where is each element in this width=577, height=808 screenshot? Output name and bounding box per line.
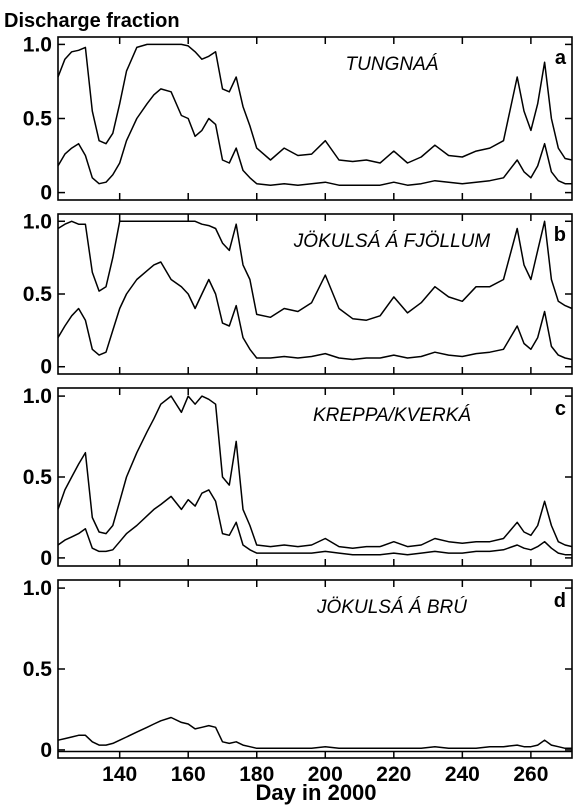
panel-letter-b: b — [554, 224, 566, 246]
panel-a: 0 0.5 1.0 TUNGNAÁ a — [23, 33, 573, 205]
x-tick-label-6: 260 — [513, 763, 548, 786]
y-tick-label-b-1: 0.5 — [23, 283, 53, 306]
panel-frame-c — [57, 387, 573, 567]
panel-frame-b — [57, 213, 573, 375]
y-tick-label-d-1: 0.5 — [23, 658, 53, 681]
panels-group: 0 0.5 1.0 TUNGNAÁ a 0 0.5 1.0 JÖKULSÁ Á FJÖLLUM b… — [23, 33, 573, 786]
panel-b: 0 0.5 1.0 JÖKULSÁ Á FJÖLLUM b — [23, 210, 573, 379]
river-name-b: JÖKULSÁ Á FJÖLLUM — [293, 231, 491, 252]
x-tick-label-4: 220 — [376, 763, 411, 786]
panel-letter-d: d — [554, 590, 566, 612]
y-tick-label-a-1: 0.5 — [23, 108, 53, 131]
x-tick-label-2: 180 — [239, 763, 274, 786]
x-tick-label-3: 200 — [308, 763, 343, 786]
series-line-a-2 — [57, 88, 572, 186]
y-tick-label-c-1: 0.5 — [23, 466, 53, 489]
y-tick-label-d-2: 1.0 — [23, 577, 52, 600]
panel-frame-d — [57, 579, 573, 759]
river-name-c: KREPPA/KVERKÁ — [313, 405, 471, 426]
series-line-b-1 — [57, 220, 573, 321]
y-tick-label-a-2: 1.0 — [23, 33, 52, 56]
y-tick-label-b-2: 1.0 — [23, 210, 52, 233]
y-tick-label-a-0: 0 — [40, 182, 52, 205]
panel-c: 0 0.5 1.0 KREPPA/KVERKÁ c — [23, 385, 573, 570]
panel-letter-a: a — [555, 47, 567, 69]
panel-frame-a — [57, 36, 573, 201]
river-name-d: JÖKULSÁ Á BRÚ — [316, 596, 467, 618]
y-tick-label-d-0: 0 — [40, 739, 52, 762]
series-line-c-2 — [57, 489, 572, 556]
series-line-a-1 — [57, 43, 573, 164]
river-name-a: TUNGNAÁ — [346, 54, 439, 75]
y-axis-label: Discharge fraction — [4, 10, 180, 32]
x-axis-label: Day in 2000 — [255, 780, 376, 805]
series-line-d-1 — [57, 716, 572, 750]
x-tick-label-0: 140 — [102, 763, 137, 786]
panel-d: 0 0.5 1.0 JÖKULSÁ Á BRÚ d — [23, 577, 573, 762]
x-tick-label-1: 160 — [171, 763, 206, 786]
y-tick-label-c-0: 0 — [40, 547, 52, 570]
y-tick-label-c-2: 1.0 — [23, 385, 52, 408]
panel-letter-c: c — [555, 398, 566, 420]
y-tick-label-b-0: 0 — [40, 356, 52, 379]
series-line-b-2 — [57, 261, 573, 361]
x-tick-label-5: 240 — [445, 763, 480, 786]
series-line-c-1 — [57, 395, 573, 549]
